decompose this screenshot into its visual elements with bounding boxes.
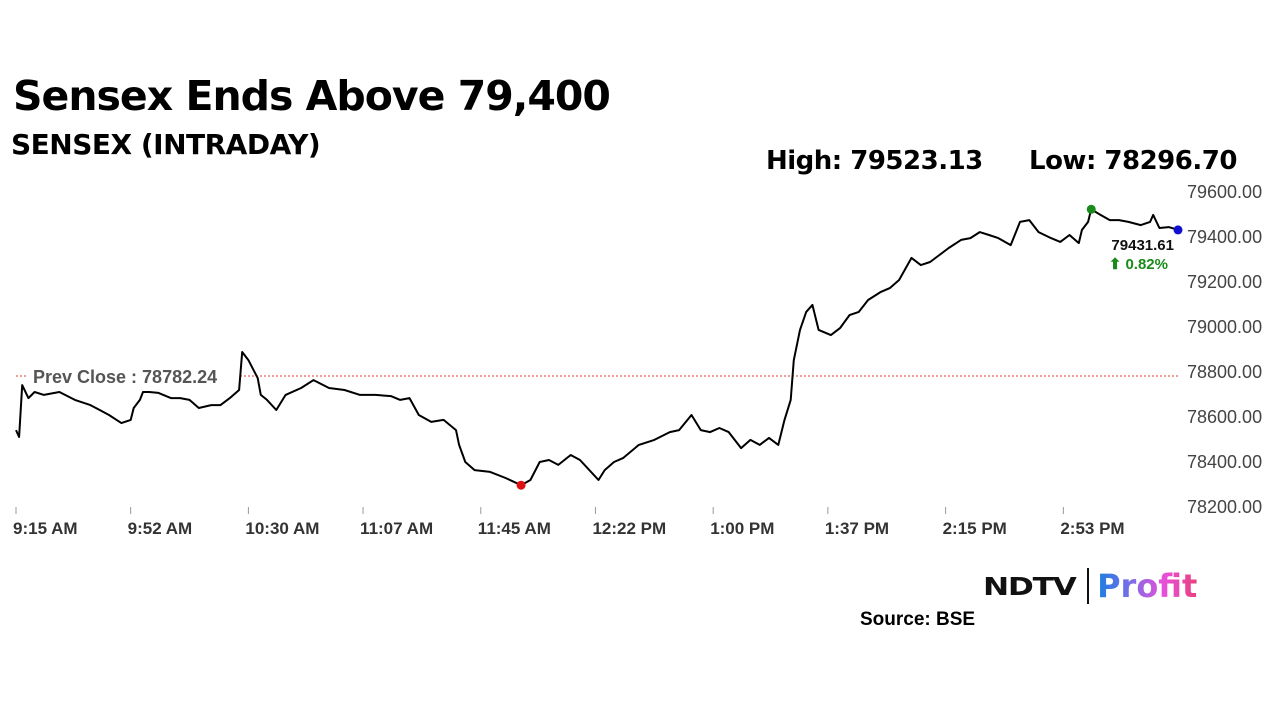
change-percent-label: ⬆ 0.82%: [1109, 256, 1168, 273]
high-label: High: 79523.13: [766, 146, 983, 176]
y-tick-label: 78800.00: [1187, 362, 1262, 382]
y-tick-label: 79200.00: [1187, 272, 1262, 292]
low-label: Low: 78296.70: [1029, 146, 1237, 176]
x-tick-label: 9:15 AM: [13, 519, 78, 538]
y-tick-label: 79600.00: [1187, 182, 1262, 202]
x-tick-label: 11:07 AM: [360, 519, 433, 538]
x-tick-label: 1:37 PM: [825, 519, 889, 538]
prev-close-label: Prev Close : 78782.24: [33, 367, 217, 387]
x-tick-label: 9:52 AM: [128, 519, 193, 538]
x-tick-label: 12:22 PM: [592, 519, 666, 538]
y-tick-label: 78400.00: [1187, 452, 1262, 472]
y-tick-label: 79000.00: [1187, 317, 1262, 337]
y-tick-label: 79400.00: [1187, 227, 1262, 247]
x-tick-label: 2:53 PM: [1060, 519, 1124, 538]
x-tick-label: 2:15 PM: [943, 519, 1007, 538]
logo-ndtv: NDTV: [983, 571, 1077, 601]
sensex-line: [15, 208, 1179, 487]
y-tick-label: 78200.00: [1187, 497, 1262, 517]
x-tick-label: 1:00 PM: [710, 519, 774, 538]
last-price-marker: [1173, 225, 1183, 235]
low-marker: [516, 480, 526, 490]
last-price-label: 79431.61: [1111, 237, 1174, 254]
x-tick-label: 11:45 AM: [478, 519, 551, 538]
source-note: Source: BSE: [860, 609, 976, 630]
x-tick-label: 10:30 AM: [245, 519, 319, 538]
ndtv-profit-logo: NDTV Profit: [983, 566, 1197, 606]
high-marker: [1086, 204, 1096, 214]
prev-close-label-bg: [28, 363, 240, 386]
headline: Sensex Ends Above 79,400: [13, 72, 611, 120]
logo-divider: [1087, 568, 1090, 604]
logo-profit: Profit: [1097, 567, 1198, 605]
y-tick-label: 78600.00: [1187, 407, 1262, 427]
chart-subtitle: SENSEX (INTRADAY): [11, 128, 321, 161]
